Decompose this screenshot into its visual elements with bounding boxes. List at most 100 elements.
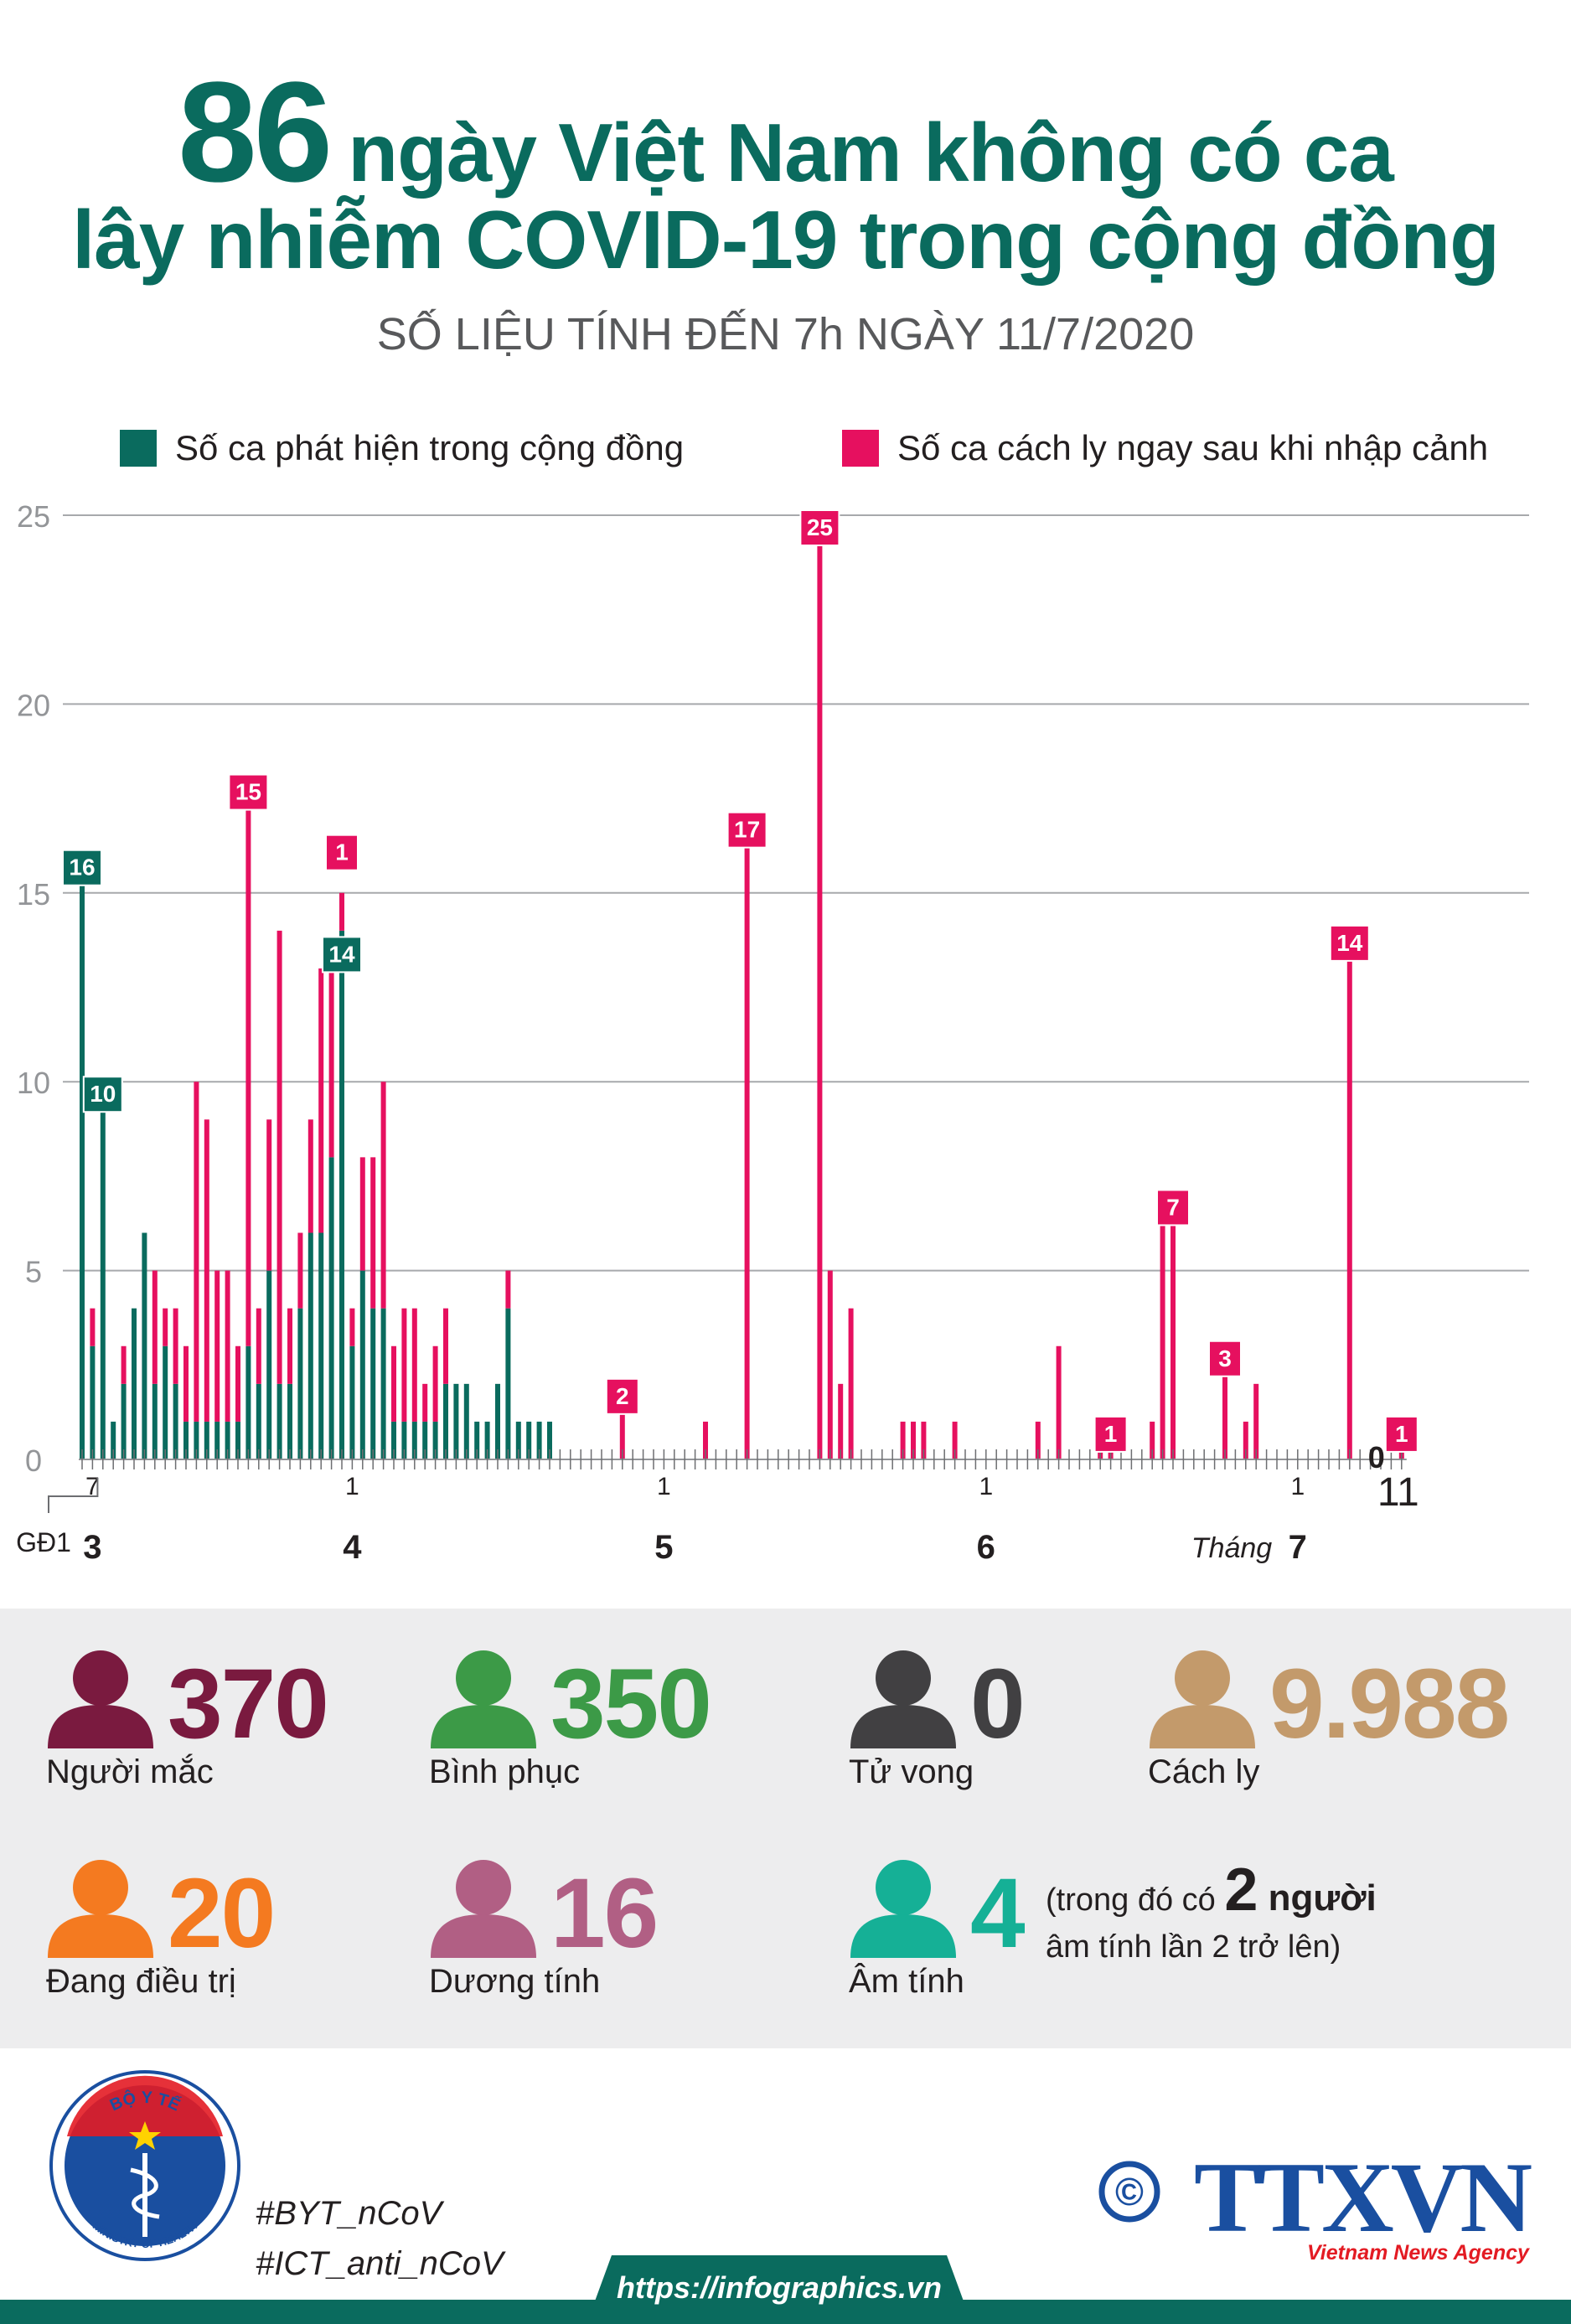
y-tick-label: 25 [17, 503, 50, 534]
bar-community [401, 1421, 407, 1459]
value-label: 1 [335, 839, 349, 865]
y-tick-label: 20 [17, 688, 50, 722]
bar-quarantine [266, 1119, 272, 1271]
bar-community [276, 1383, 282, 1459]
bar-community [132, 1308, 137, 1459]
legend-quarantine: Số ca cách ly ngay sau khi nhập cảnh [842, 423, 1488, 473]
footer-url[interactable]: https://infographics.vn [616, 2270, 942, 2305]
bar-quarantine [194, 1082, 199, 1422]
bar-quarantine [276, 930, 282, 1384]
bar-community [432, 1421, 438, 1459]
bar-community [505, 1308, 511, 1459]
phase-label: GĐ1 [16, 1527, 71, 1557]
value-label-box [228, 773, 269, 811]
legend-swatch-quarantine [842, 430, 879, 467]
bar-quarantine [163, 1308, 168, 1346]
bar-community [163, 1345, 168, 1459]
person-icon [48, 1860, 153, 1958]
subtitle: SỐ LIỆU TÍNH ĐẾN 7h NGÀY 11/7/2020 [376, 309, 1195, 359]
stat-label: Âm tính [849, 1963, 964, 2000]
bar-quarantine [817, 515, 823, 1459]
value-label-box [1156, 1189, 1190, 1227]
bar-community [266, 1270, 272, 1459]
stat-value: 350 [550, 1649, 712, 1759]
value-label-box [62, 849, 102, 886]
person-icon [850, 1860, 956, 1958]
title-line-1-text: ngày Việt Nam không có ca [348, 106, 1394, 199]
value-label: 1 [1104, 1421, 1118, 1447]
bar-community [391, 1421, 396, 1459]
bar-community [142, 1232, 147, 1459]
bar-quarantine [318, 968, 324, 1233]
value-label: 3 [1218, 1345, 1232, 1371]
x-tick-label: 1 [345, 1473, 359, 1500]
stat-label: Tử vong [849, 1753, 974, 1790]
bar-quarantine [422, 1383, 428, 1422]
value-label-box [82, 1076, 123, 1113]
hashtag-byt: #BYT_nCoV [256, 2195, 442, 2232]
person-icon [850, 1650, 956, 1748]
value-label-box [325, 834, 359, 871]
bar-community [225, 1421, 230, 1459]
month-label: 7 [1289, 1529, 1307, 1566]
bar-quarantine [214, 1270, 220, 1422]
bar-community [183, 1421, 189, 1459]
title-line-2: lây nhiễm COVID-19 trong cộng đồng [72, 194, 1500, 286]
stat-value: 370 [168, 1649, 329, 1759]
bar-community [297, 1308, 303, 1459]
value-label: 14 [1336, 930, 1363, 956]
bar-quarantine [287, 1308, 292, 1384]
value-label-box [1329, 924, 1370, 962]
bar-quarantine [1160, 1195, 1165, 1459]
bar-quarantine [90, 1308, 96, 1346]
month-label: 3 [83, 1529, 101, 1566]
title-line-1: 86 ngày Việt Nam không có ca [0, 50, 1571, 214]
hashtag-ict: #ICT_anti_nCoV [256, 2245, 504, 2282]
bar-quarantine [235, 1345, 240, 1422]
bar-quarantine [204, 1119, 209, 1422]
stat-value: 20 [168, 1858, 276, 1969]
bar-community [349, 1345, 355, 1459]
ttxvn-logo: TTXVN [1194, 2141, 1532, 2253]
bar-community [422, 1421, 428, 1459]
stat-label: Dương tính [429, 1963, 601, 2000]
x-tick-label: 1 [979, 1473, 993, 1500]
stat-label: Cách ly [1148, 1753, 1260, 1790]
bar-quarantine [349, 1308, 355, 1346]
bar-quarantine [307, 1119, 313, 1233]
ministry-of-health-logo: BỘ Y TẾ MINISTRY OF HEALTH [49, 2070, 240, 2261]
stat-value: 0 [970, 1649, 1026, 1759]
person-icon [1150, 1650, 1255, 1748]
bar-quarantine [359, 1157, 365, 1271]
bar-quarantine [827, 1270, 833, 1459]
value-label-box [1384, 1415, 1419, 1453]
bar-community [173, 1383, 178, 1459]
bar-quarantine [1253, 1383, 1259, 1459]
bar-quarantine [391, 1345, 396, 1422]
stat-value: 16 [550, 1858, 659, 1969]
stat-label: Người mắc [46, 1753, 214, 1790]
bar-community [495, 1383, 500, 1459]
value-label: 17 [734, 817, 760, 843]
bar-community [318, 1232, 324, 1459]
value-label: 10 [90, 1081, 116, 1107]
bar-quarantine [432, 1345, 438, 1422]
value-label: 7 [1166, 1194, 1180, 1220]
x-tick-label: 1 [657, 1473, 671, 1500]
bar-community [194, 1421, 199, 1459]
bar-community [463, 1383, 469, 1459]
bar-community [100, 1082, 106, 1459]
person-icon [431, 1650, 536, 1748]
month-label: 4 [343, 1529, 362, 1566]
bar-community [245, 1345, 251, 1459]
note-unit: người [1258, 1877, 1377, 1919]
copyright-symbol: © [1115, 2170, 1144, 2213]
copyright-icon: © [1098, 2161, 1160, 2223]
stats-panel [0, 1609, 1571, 2048]
legend-label-community: Số ca phát hiện trong cộng đồng [175, 428, 685, 467]
bar-community [235, 1421, 240, 1459]
legend-community: Số ca phát hiện trong cộng đồng [120, 423, 684, 473]
bar-quarantine [183, 1345, 189, 1422]
title-number: 86 [178, 53, 333, 212]
month-label: 6 [977, 1529, 995, 1566]
